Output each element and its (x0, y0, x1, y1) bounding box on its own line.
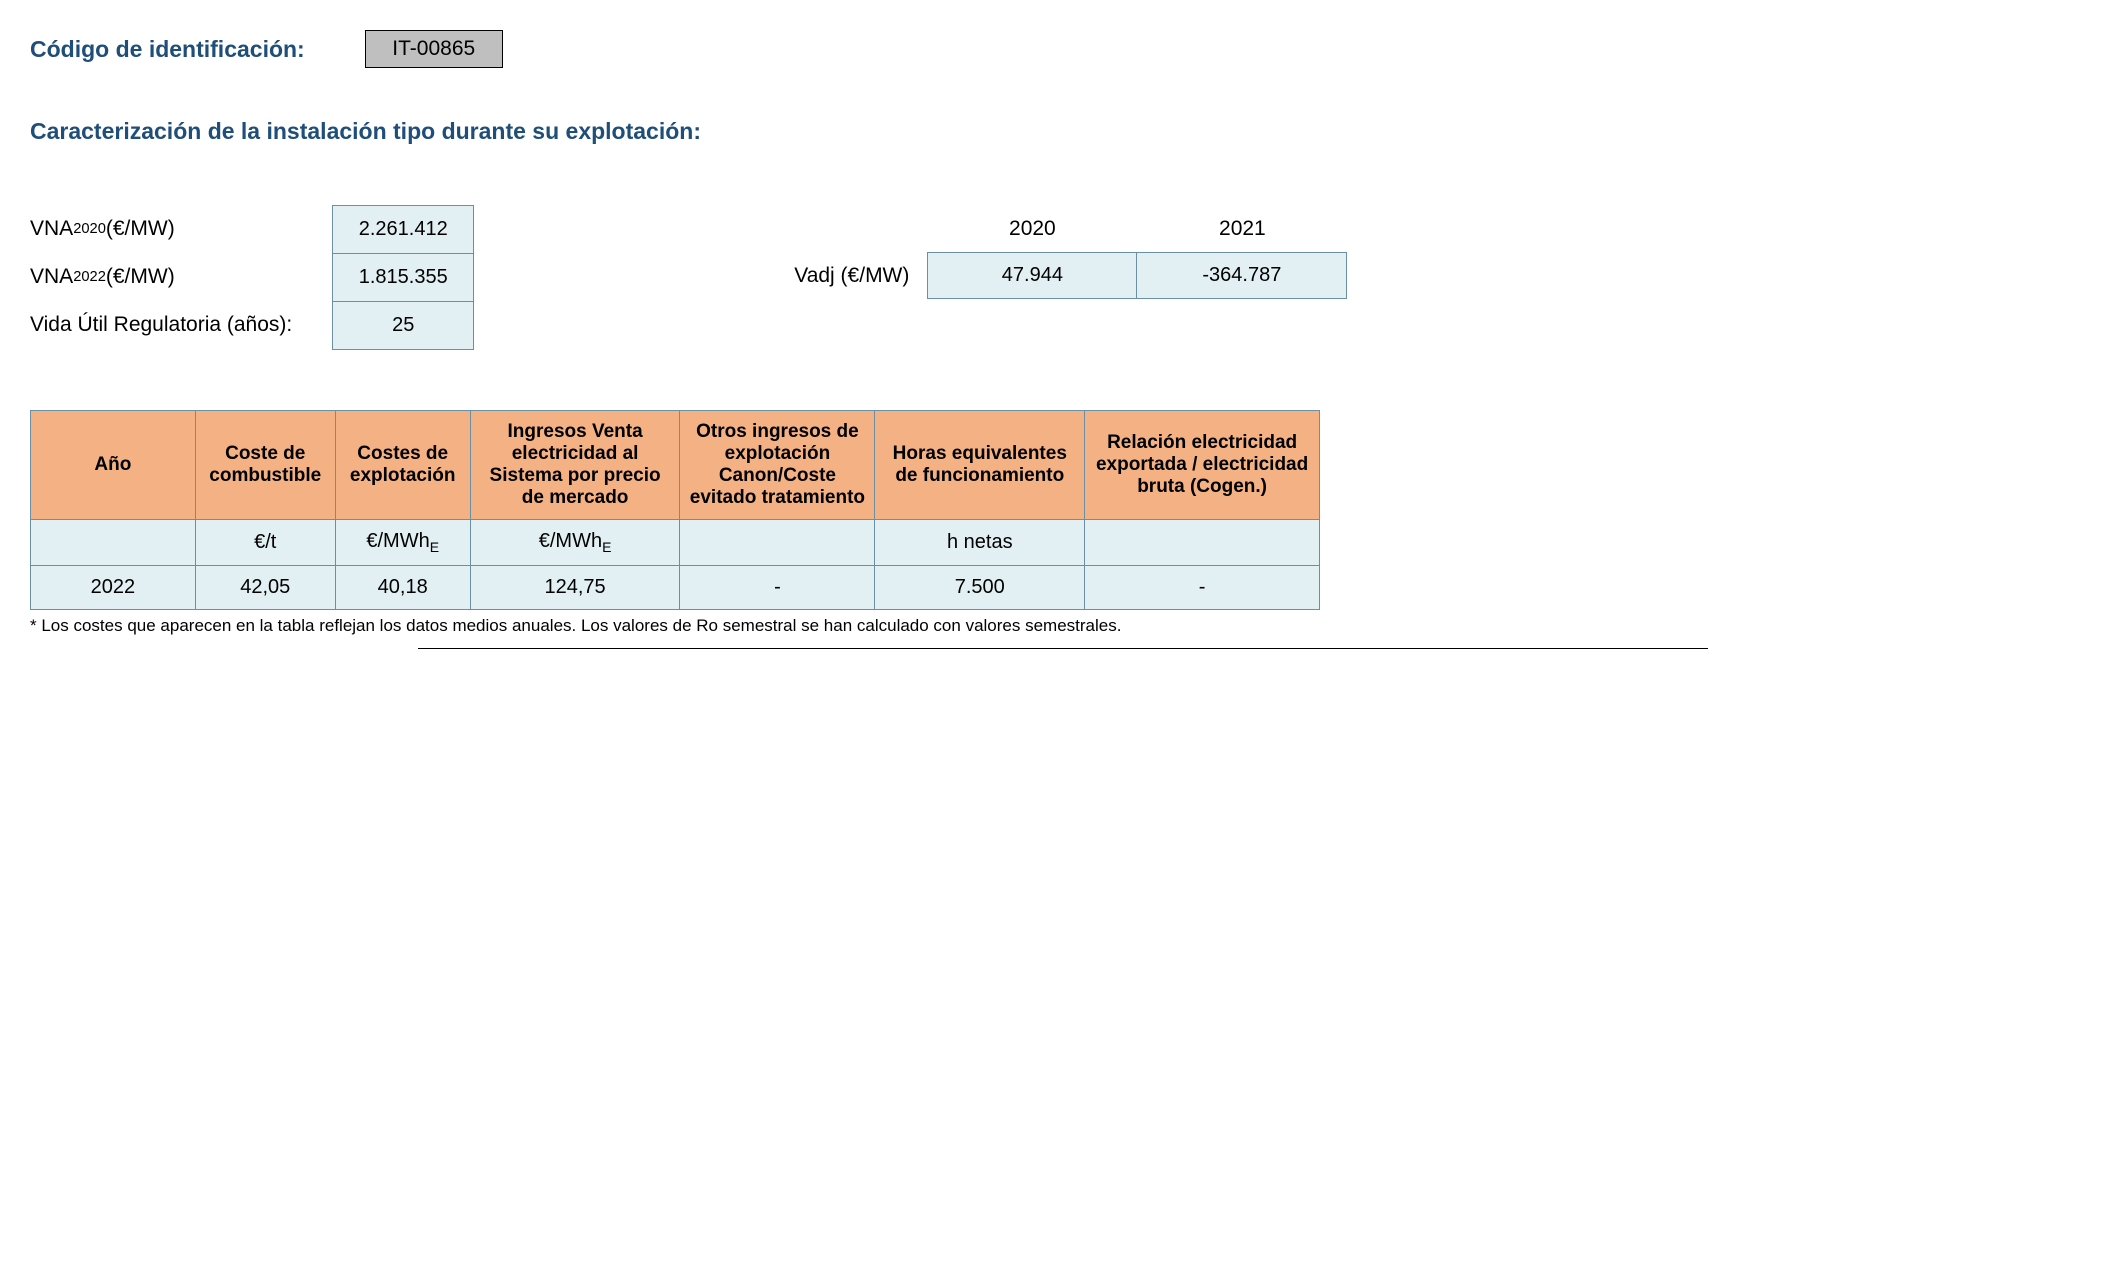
unit-costes-sub: E (430, 539, 439, 555)
vna2022-value: 1.815.355 (333, 254, 473, 302)
unit-ingresos-pre: €/MWh (539, 530, 602, 552)
unit-horas: h netas (875, 520, 1085, 566)
cell-relacion: - (1085, 566, 1320, 610)
th-coste-comb: Coste de combustible (195, 411, 335, 520)
param-values: 2.261.412 1.815.355 25 (332, 205, 474, 350)
vadj-col-2: 2021 -364.787 (1137, 205, 1347, 299)
vadj-val2: -364.787 (1137, 252, 1347, 299)
main-table: Año Coste de combustible Costes de explo… (30, 410, 1320, 610)
vadj-year1: 2020 (927, 205, 1137, 252)
vna2020-sub: 2020 (73, 221, 106, 237)
th-ano: Año (31, 411, 196, 520)
cell-coste-comb: 42,05 (195, 566, 335, 610)
vida-value: 25 (333, 302, 473, 349)
th-horas: Horas equivalentes de funcionamiento (875, 411, 1085, 520)
vadj-year2: 2021 (1137, 205, 1347, 252)
param-labels: VNA2020 (€/MW) VNA2022 (€/MW) Vida Útil … (30, 205, 292, 349)
vadj-label: Vadj (€/MW) (794, 252, 927, 299)
th-relacion: Relación electricidad exportada / electr… (1085, 411, 1320, 520)
unit-ano (31, 520, 196, 566)
vadj-table: 2020 47.944 2021 -364.787 (927, 205, 1347, 299)
unit-coste-comb: €/t (195, 520, 335, 566)
th-otros: Otros ingresos de explotación Canon/Cost… (680, 411, 875, 520)
vna2020-value: 2.261.412 (333, 206, 473, 254)
vna2022-sub: 2022 (73, 269, 106, 285)
unit-ingresos: €/MWhE (470, 520, 680, 566)
codigo-label: Código de identificación: (30, 36, 305, 63)
unit-ingresos-sub: E (602, 539, 611, 555)
unit-costes-pre: €/MWh (366, 530, 429, 552)
cell-otros: - (680, 566, 875, 610)
unit-relacion (1085, 520, 1320, 566)
vna2022-label: VNA2022 (€/MW) (30, 253, 292, 301)
vna2020-suf: (€/MW) (106, 217, 175, 241)
vna2020-pre: VNA (30, 217, 73, 241)
params-block: VNA2020 (€/MW) VNA2022 (€/MW) Vida Útil … (30, 205, 2096, 350)
table-header-row: Año Coste de combustible Costes de explo… (31, 411, 1320, 520)
vadj-val1: 47.944 (927, 252, 1137, 299)
cell-ingresos: 124,75 (470, 566, 680, 610)
unit-costes-expl: €/MWhE (335, 520, 470, 566)
cell-ano: 2022 (31, 566, 196, 610)
vna2022-suf: (€/MW) (106, 265, 175, 289)
th-ingresos: Ingresos Venta electricidad al Sistema p… (470, 411, 680, 520)
table-units-row: €/t €/MWhE €/MWhE h netas (31, 520, 1320, 566)
vadj-block: Vadj (€/MW) 2020 47.944 2021 -364.787 (794, 205, 1347, 299)
cell-horas: 7.500 (875, 566, 1085, 610)
unit-otros (680, 520, 875, 566)
cell-costes-expl: 40,18 (335, 566, 470, 610)
th-costes-expl: Costes de explotación (335, 411, 470, 520)
vna2022-pre: VNA (30, 265, 73, 289)
vida-label: Vida Útil Regulatoria (años): (30, 301, 292, 349)
vadj-col-1: 2020 47.944 (927, 205, 1137, 299)
codigo-value: IT-00865 (365, 30, 503, 68)
caracterizacion-heading: Caracterización de la instalación tipo d… (30, 118, 2096, 145)
footnote: * Los costes que aparecen en la tabla re… (30, 616, 2096, 636)
vna2020-label: VNA2020 (€/MW) (30, 205, 292, 253)
header-row: Código de identificación: IT-00865 (30, 30, 2096, 68)
divider-line (418, 648, 1708, 649)
table-data-row: 2022 42,05 40,18 124,75 - 7.500 - (31, 566, 1320, 610)
